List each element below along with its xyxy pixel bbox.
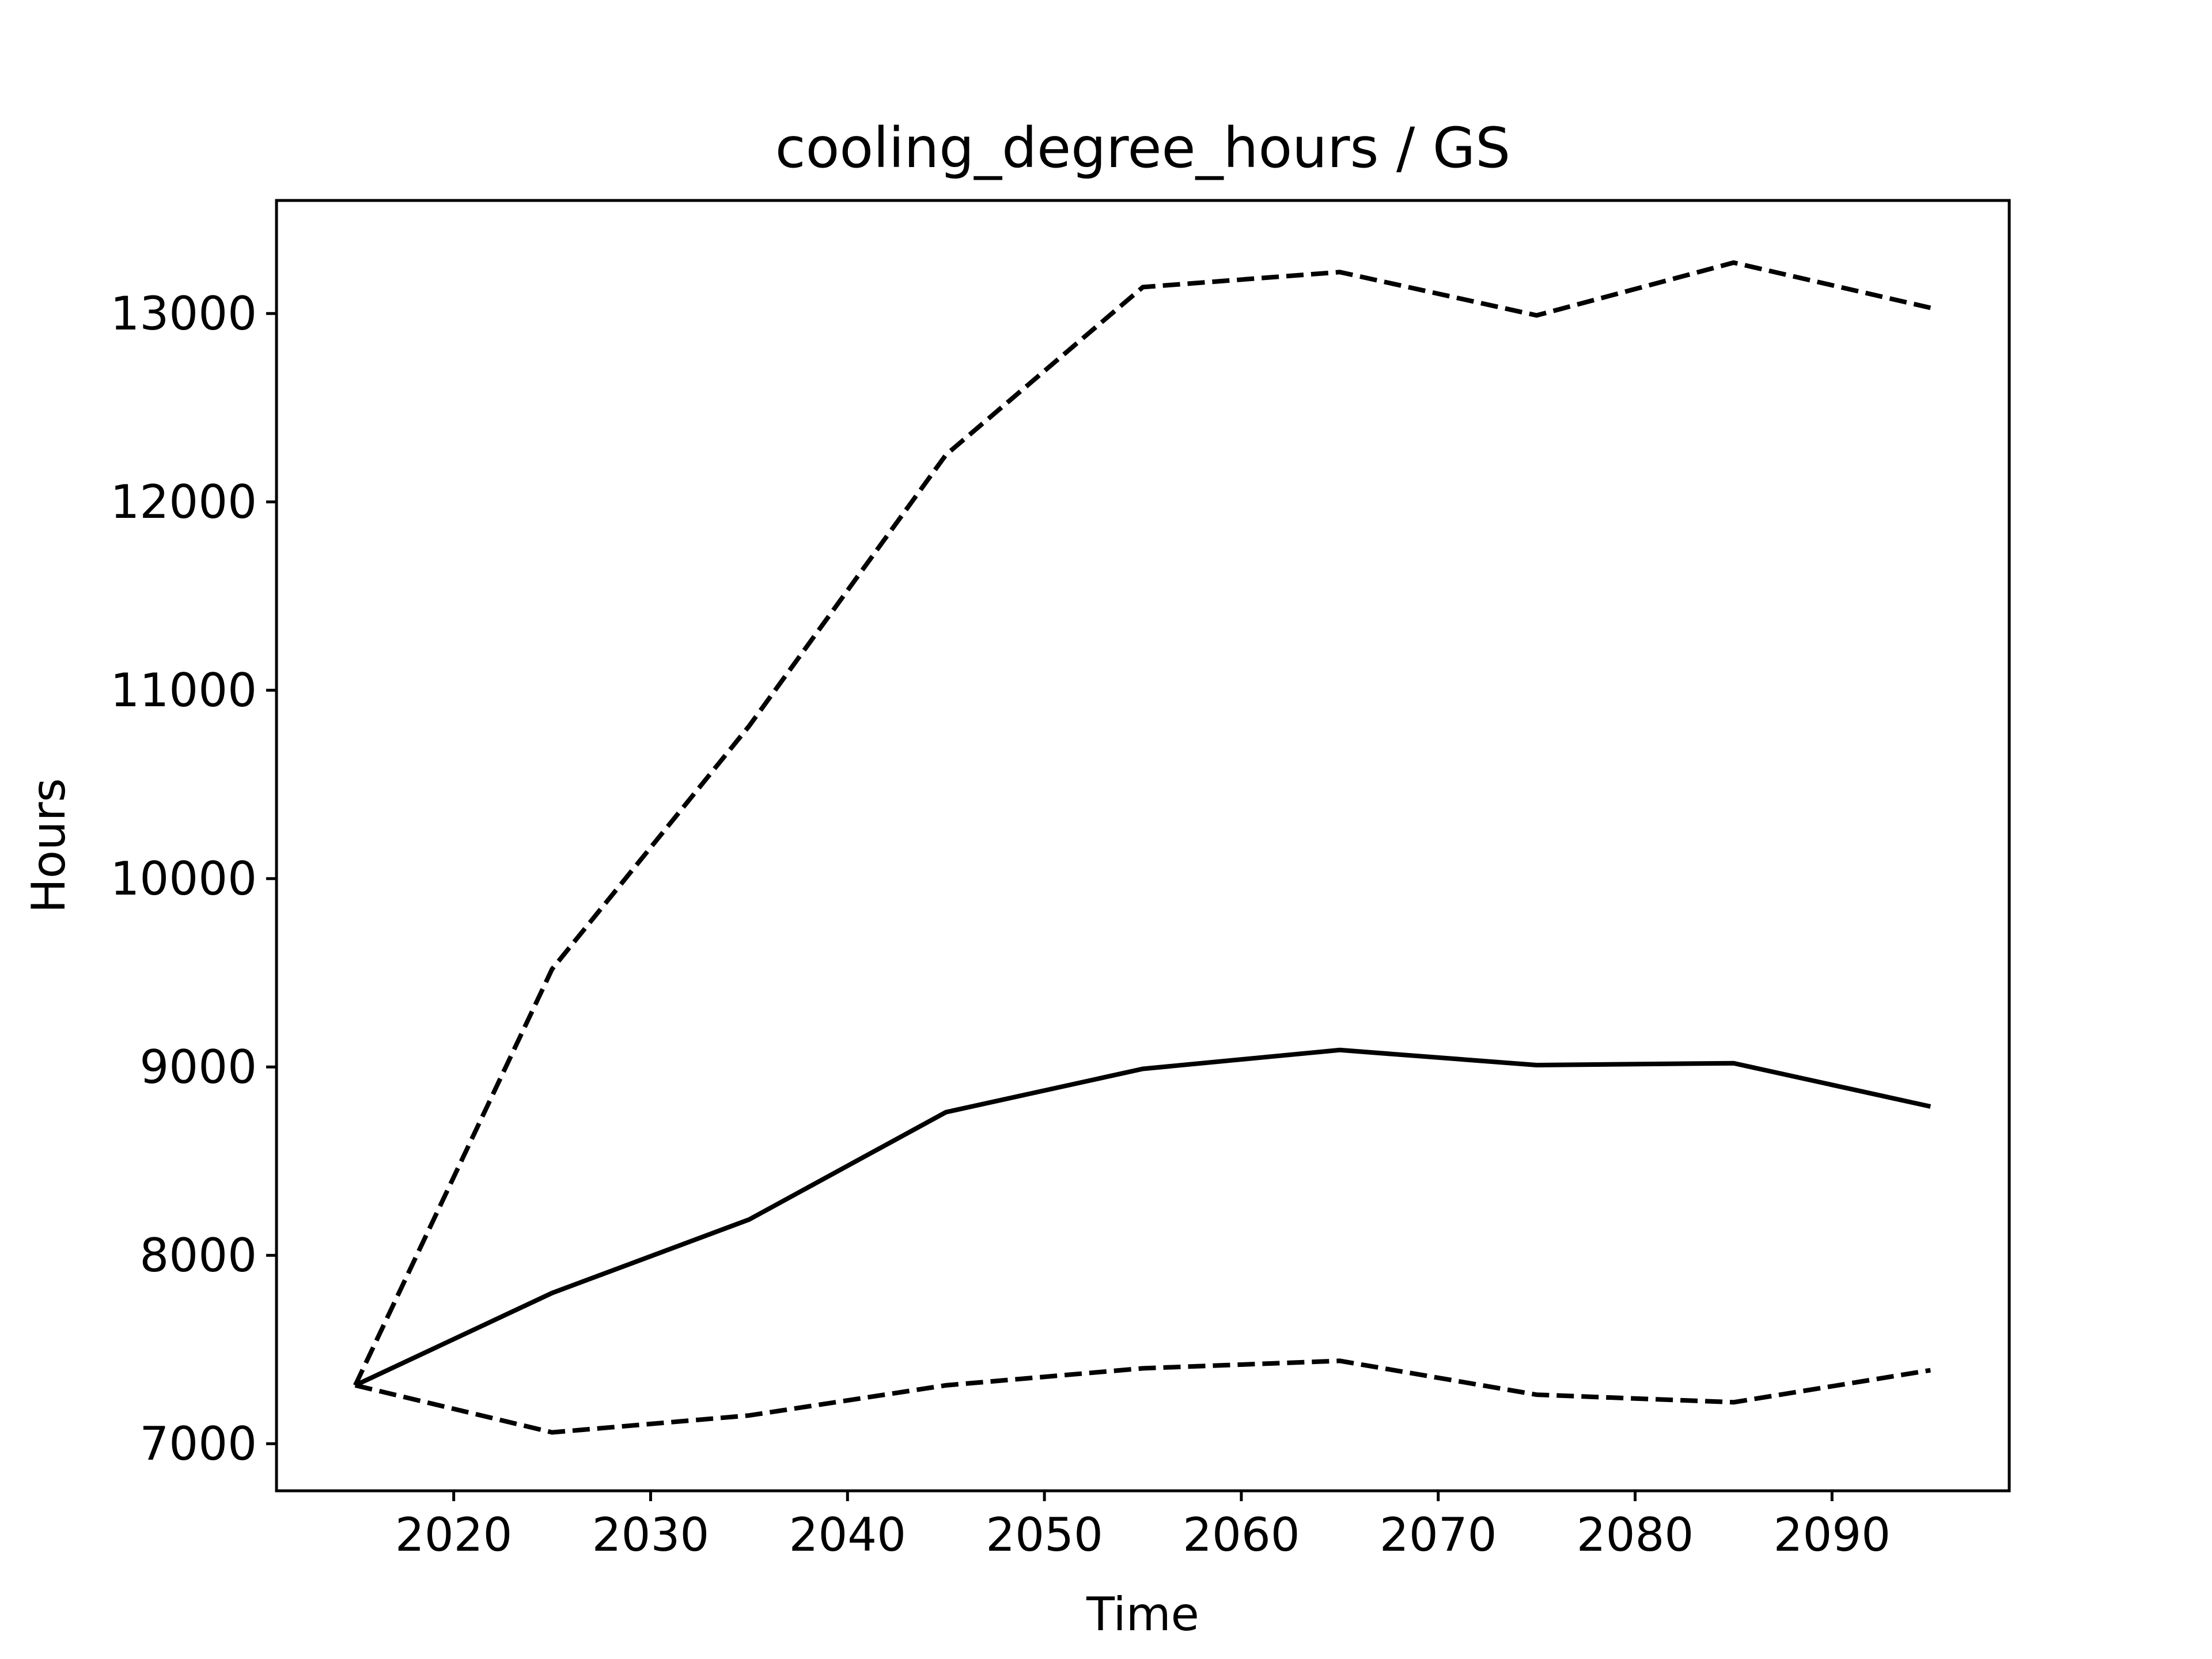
x-tick-label: 2050 [986, 1508, 1103, 1562]
x-axis-label: Time [1086, 1588, 1199, 1641]
y-tick-label: 12000 [111, 475, 257, 529]
x-tick-label: 2080 [1577, 1508, 1694, 1562]
y-tick-label: 8000 [139, 1229, 257, 1282]
x-tick-label: 2030 [592, 1508, 710, 1562]
y-axis-label: Hours [22, 778, 75, 913]
y-tick-label: 10000 [111, 852, 257, 906]
y-axis: 7000 8000 9000 10000 11000 12000 13000 [111, 287, 276, 1471]
y-tick-label: 9000 [139, 1040, 257, 1094]
x-tick-label: 2040 [789, 1508, 906, 1562]
plot-area-frame [275, 199, 2011, 1493]
x-tick-label: 2020 [395, 1508, 513, 1562]
x-tick-label: 2070 [1380, 1508, 1497, 1562]
series-layer [353, 260, 1931, 1435]
y-tick-label: 7000 [139, 1417, 257, 1471]
x-tick-label: 2060 [1183, 1508, 1300, 1562]
series-line-3-dashed [354, 1358, 1931, 1435]
y-tick-label: 13000 [111, 287, 257, 340]
series-line-1-dashed [353, 260, 1931, 1387]
x-axis: 2020 2030 2040 2050 2060 2070 2080 2090 [395, 1491, 1891, 1562]
chart-title: cooling_degree_hours / GS [775, 116, 1510, 180]
x-tick-label: 2090 [1774, 1508, 1891, 1562]
y-tick-label: 11000 [111, 664, 257, 717]
series-line-2-solid [354, 1047, 1931, 1388]
